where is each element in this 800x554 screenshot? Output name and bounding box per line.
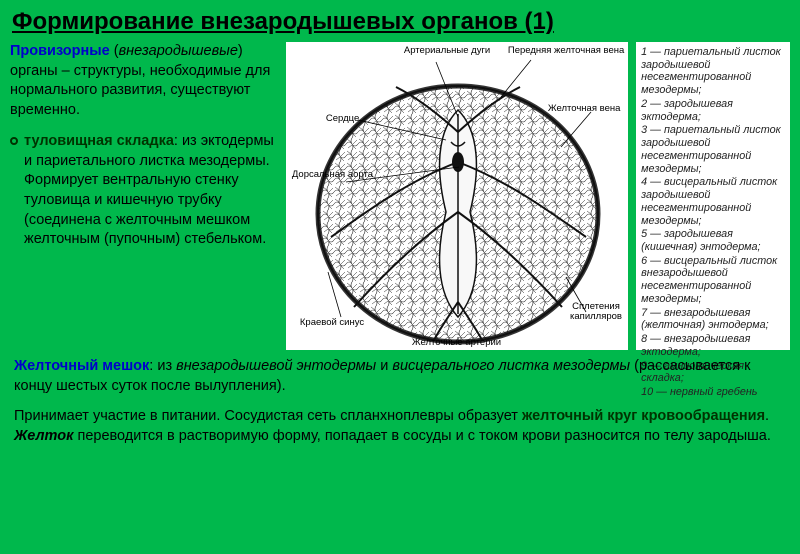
anatomical-figure: Артериальные дуги Передняя желточная вен…	[286, 42, 628, 350]
figure-label-anterior-vitelline-vein: Передняя желточная вена	[508, 46, 624, 56]
definition-rest: органы – структуры, необходимые для норм…	[10, 63, 270, 118]
figure-label-marginal-sinus: Краевой синус	[300, 318, 364, 328]
page-title: Формирование внезародышевых органов (1)	[0, 0, 800, 42]
left-text-column: Провизорные (внезародышевые) органы – ст…	[10, 42, 278, 350]
p1-italic-2: висцерального листка мезодермы	[392, 358, 630, 374]
legend-item: 10 — нервный гребень	[641, 386, 785, 399]
definition-paren-italic: внезародышевые	[119, 43, 238, 59]
bullet-body: : из эктодермы и париетального листка ме…	[24, 133, 274, 247]
nutrition-paragraph: Принимает участие в питании. Сосудистая …	[14, 406, 786, 446]
figure-label-capillary-plexus: Сплетения капилляров	[564, 302, 628, 321]
p1-italic-1: внезародышевой энтодермы	[176, 358, 376, 374]
figure-label-dorsal-aorta: Дорсальная аорта	[292, 170, 373, 180]
p2-mid: .	[765, 408, 769, 424]
figure-legend: 1 — париетальный листок зародышевой несе…	[636, 42, 790, 350]
legend-item: 2 — зародышевая эктодерма;	[641, 98, 785, 123]
term-yolk-sac: Желточный мешок	[14, 358, 149, 374]
legend-item: 1 — париетальный листок зародышевой несе…	[641, 46, 785, 97]
term-vitelline-circulation: желточный круг кровообращения	[522, 408, 765, 424]
legend-item: 7 — внезародышевая (желточная) энтодерма…	[641, 307, 785, 332]
p1-mid: и	[376, 358, 392, 374]
p2-end: переводится в растворимую форму, попадае…	[73, 428, 770, 444]
legend-item: 5 — зародышевая (кишечная) энтодерма;	[641, 228, 785, 253]
term-yolk: Желток	[14, 428, 73, 444]
bullet-term: туловищная складка	[24, 133, 174, 149]
legend-item: 4 — висцеральный листок зародышевой несе…	[641, 176, 785, 227]
bullet-item: туловищная складка: из эктодермы и парие…	[10, 132, 278, 249]
figure-label-arterial-arches: Артериальные дуги	[404, 46, 490, 56]
figure-label-vitelline-arteries: Желточные артерии	[412, 338, 501, 348]
definition-paragraph: Провизорные (внезародышевые) органы – ст…	[10, 42, 278, 120]
content-row: Провизорные (внезародышевые) органы – ст…	[0, 42, 800, 350]
p2-pre: Принимает участие в питании. Сосудистая …	[14, 408, 522, 424]
definition-paren: (внезародышевые)	[114, 43, 243, 59]
bullet-icon	[10, 137, 18, 145]
bullet-text: туловищная складка: из эктодермы и парие…	[24, 132, 278, 249]
figure-label-vitelline-vein: Желточная вена	[548, 104, 621, 114]
term-provizornye: Провизорные	[10, 43, 110, 59]
legend-item: 6 — висцеральный листок внезародышевой н…	[641, 255, 785, 306]
legend-item: 3 — париетальный листок зародышевой несе…	[641, 124, 785, 175]
figure-label-heart: Сердце	[326, 114, 359, 124]
legend-item: 8 — внезародышевая эктодерма;	[641, 333, 785, 358]
